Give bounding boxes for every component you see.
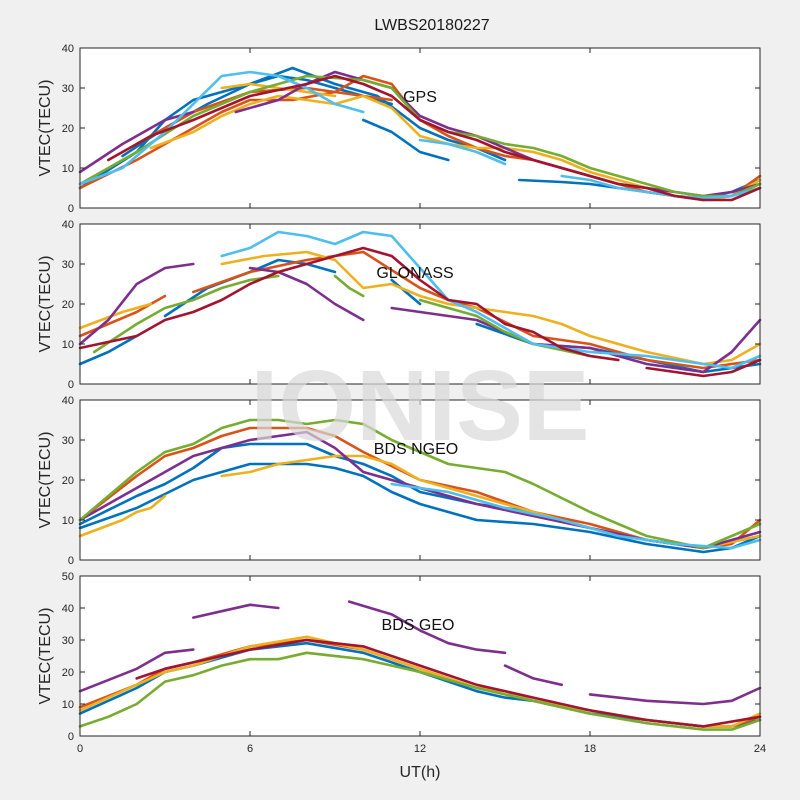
y-tick-label: 40	[62, 43, 74, 55]
plot-area	[80, 576, 760, 736]
y-tick-label: 10	[62, 515, 74, 527]
series-line	[503, 664, 563, 687]
series-line	[418, 138, 507, 166]
series-line	[163, 258, 337, 318]
y-axis-label: VTEC(TECU)	[37, 608, 54, 705]
series-line	[78, 246, 620, 362]
y-tick-label: 0	[68, 379, 74, 391]
y-tick-label: 20	[62, 475, 74, 487]
panel-annotation: GLONASS	[376, 265, 453, 282]
series-line	[78, 110, 195, 174]
x-tick-label: 18	[584, 743, 596, 755]
series-group	[78, 600, 762, 731]
y-tick-label: 30	[62, 83, 74, 95]
series-line	[248, 266, 365, 322]
y-tick-label: 30	[62, 259, 74, 271]
panel-4: 0 10 20 30 40 50 0 6 12 18 24 VTEC(TECU) BDS GEO	[37, 571, 766, 755]
y-tick-label: 40	[62, 219, 74, 231]
y-tick-label: 20	[62, 299, 74, 311]
y-tick-label: 30	[62, 435, 74, 447]
panel-2: 0 10 20 30 40 VTEC(TECU) GLONASS	[37, 219, 762, 391]
y-tick-label: 0	[68, 203, 74, 215]
figure-title: LWBS20180227	[374, 17, 489, 34]
x-tick-label: 12	[414, 743, 426, 755]
series-line	[78, 302, 153, 330]
series-group	[78, 230, 762, 378]
series-group	[78, 66, 762, 202]
panel-1: 0 10 20 30 40 VTEC(TECU) GPS	[37, 43, 762, 215]
y-axis-label: VTEC(TECU)	[37, 432, 54, 529]
series-line	[78, 494, 167, 538]
y-tick-label: 10	[62, 699, 74, 711]
y-tick-label: 40	[62, 395, 74, 407]
x-axis-label: UT(h)	[400, 764, 441, 781]
series-line	[78, 334, 138, 366]
series-line	[390, 306, 762, 374]
series-line	[78, 74, 762, 198]
series-line	[347, 600, 507, 655]
y-tick-label: 0	[68, 731, 74, 743]
panel-annotation: BDS NGEO	[374, 441, 458, 458]
y-tick-label: 20	[62, 667, 74, 679]
series-line	[78, 651, 762, 731]
panel-annotation: GPS	[403, 89, 437, 106]
series-line	[78, 418, 762, 550]
series-line	[192, 603, 280, 619]
series-line	[107, 74, 762, 202]
series-line	[390, 482, 762, 550]
y-tick-label: 10	[62, 339, 74, 351]
series-line	[92, 274, 280, 354]
series-group	[78, 418, 762, 554]
series-line	[78, 430, 762, 550]
series-line	[362, 118, 450, 162]
panels: 0 10 20 30 40 VTEC(TECU) GPS 0 10 20 30 40 VTEC(TECU…	[37, 43, 766, 755]
series-line	[192, 250, 762, 370]
y-tick-label: 40	[62, 603, 74, 615]
panel-annotation: BDS GEO	[382, 617, 455, 634]
series-line	[78, 462, 762, 554]
x-tick-label: 0	[77, 743, 83, 755]
series-line	[135, 638, 762, 728]
y-tick-label: 30	[62, 635, 74, 647]
x-tick-label: 6	[247, 743, 253, 755]
series-line	[78, 70, 365, 186]
y-axis-label: VTEC(TECU)	[37, 80, 54, 177]
y-tick-label: 20	[62, 123, 74, 135]
series-line	[390, 278, 422, 306]
watermark: IONISE	[251, 350, 590, 462]
y-axis-label: VTEC(TECU)	[37, 256, 54, 353]
y-tick-label: 50	[62, 571, 74, 583]
y-tick-label: 10	[62, 163, 74, 175]
series-line	[560, 174, 762, 200]
y-tick-label: 0	[68, 555, 74, 567]
series-line	[78, 262, 195, 346]
series-line	[78, 648, 195, 693]
series-line	[333, 274, 365, 298]
series-line	[588, 686, 762, 706]
series-line	[645, 358, 762, 378]
x-tick-label: 24	[754, 743, 766, 755]
panel-3: 0 10 20 30 40 VTEC(TECU) BDS NGEO	[37, 395, 762, 567]
